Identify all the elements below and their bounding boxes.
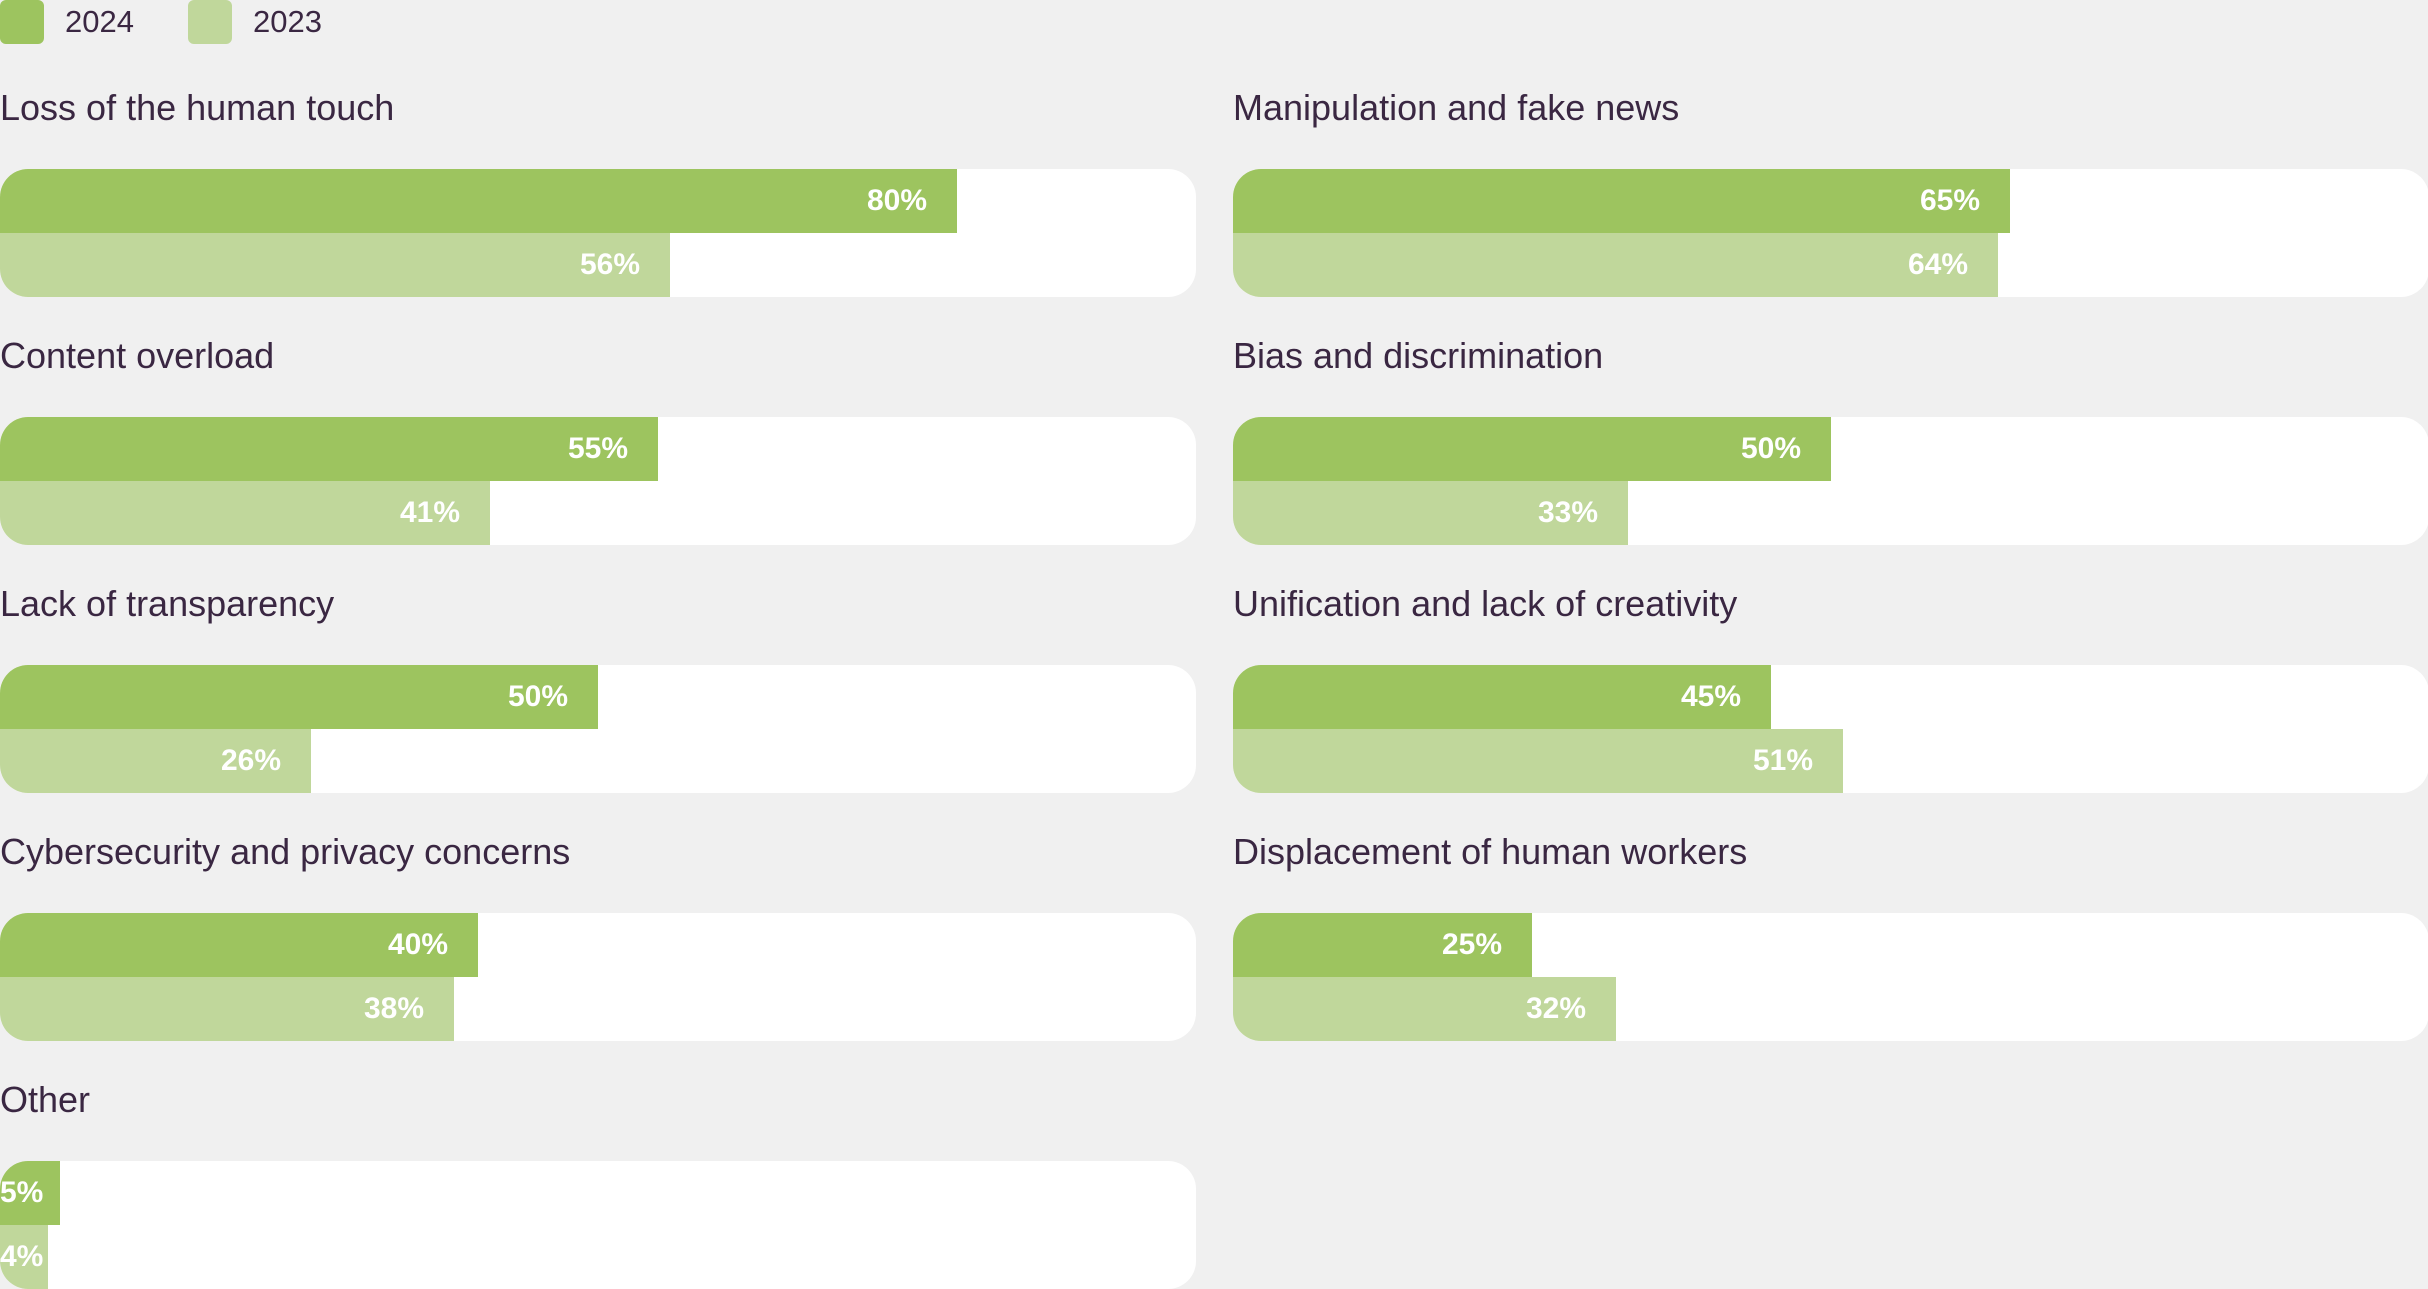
panel-title: Lack of transparency — [0, 583, 335, 624]
panel-title: Manipulation and fake news — [1233, 87, 1680, 128]
bar-2023-unification-and-lack-of-creativity: 51% — [1233, 729, 1843, 793]
bar-2023-lack-of-transparency: 26% — [0, 729, 311, 793]
panel-title: Unification and lack of creativity — [1233, 583, 1738, 624]
legend-item-2024: 2024 — [0, 0, 134, 44]
panel-title: Other — [0, 1079, 91, 1120]
bar-2024-manipulation-and-fake-news: 65% — [1233, 169, 2010, 233]
legend-label-2024: 2024 — [65, 4, 134, 39]
legend-label-2023: 2023 — [252, 4, 322, 39]
bar-2023-other: 4% — [0, 1225, 48, 1289]
bar-track: 65% 64% — [1233, 169, 2428, 297]
legend-swatch-2024 — [0, 0, 44, 44]
legend-swatch-2023 — [187, 0, 232, 44]
panel-title: Bias and discrimination — [1233, 335, 1604, 376]
bar-2024-loss-of-the-human-touch: 80% — [0, 169, 957, 233]
bar-2024-lack-of-transparency: 50% — [0, 665, 598, 729]
bar-track: 50% 33% — [1233, 417, 2428, 545]
legend-item-2023: 2023 — [187, 0, 322, 44]
bar-2024-other: 5% — [0, 1161, 60, 1225]
bar-track: 45% 51% — [1233, 665, 2428, 793]
bar-2023-bias-and-discrimination: 33% — [1233, 481, 1628, 545]
panel-title: Cybersecurity and privacy concerns — [0, 831, 571, 872]
bar-track: 55% 41% — [0, 417, 1196, 545]
bar-2024-cybersecurity-and-privacy-concerns: 40% — [0, 913, 478, 977]
bar-2023-loss-of-the-human-touch: 56% — [0, 233, 670, 297]
bar-track: 50% 26% — [0, 665, 1196, 793]
panel-title: Content overload — [0, 335, 275, 376]
panel-title: Displacement of human workers — [1233, 831, 1748, 872]
bar-track: 80% 56% — [0, 169, 1196, 297]
panel-title: Loss of the human touch — [0, 87, 395, 128]
bar-2023-cybersecurity-and-privacy-concerns: 38% — [0, 977, 454, 1041]
bar-2023-displacement-of-human-workers: 32% — [1233, 977, 1616, 1041]
bar-track: 40% 38% — [0, 913, 1196, 1041]
bar-track: 5% 4% — [0, 1161, 1196, 1289]
bar-2024-unification-and-lack-of-creativity: 45% — [1233, 665, 1771, 729]
bar-track: 25% 32% — [1233, 913, 2428, 1041]
bar-2023-manipulation-and-fake-news: 64% — [1233, 233, 1998, 297]
bar-2024-bias-and-discrimination: 50% — [1233, 417, 1831, 481]
chart-legend: 2024 2023 — [0, 0, 376, 44]
bar-2024-displacement-of-human-workers: 25% — [1233, 913, 1532, 977]
bar-2024-content-overload: 55% — [0, 417, 658, 481]
bar-2023-content-overload: 41% — [0, 481, 490, 545]
